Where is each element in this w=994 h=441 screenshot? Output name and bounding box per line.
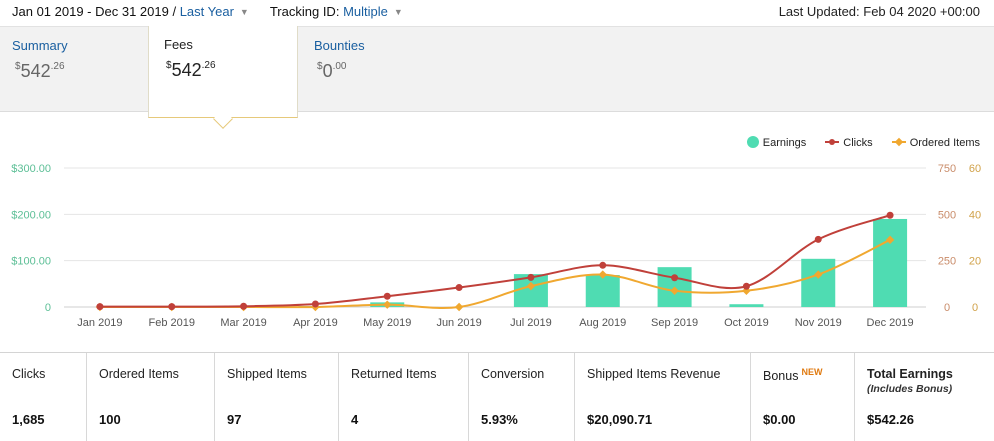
x-tick-label: Nov 2019 bbox=[795, 317, 842, 329]
period-dropdown[interactable]: Last Year bbox=[180, 4, 234, 19]
point-clicks bbox=[887, 212, 894, 219]
x-tick-label: Aug 2019 bbox=[579, 317, 626, 329]
stat-label: Returned Items bbox=[351, 367, 436, 381]
y-right-clicks-tick-label: 0 bbox=[944, 302, 950, 314]
stat-label: Ordered Items bbox=[99, 367, 179, 381]
tab-label: Summary bbox=[12, 38, 68, 53]
x-tick-label: Jun 2019 bbox=[436, 317, 481, 329]
x-tick-label: May 2019 bbox=[363, 317, 411, 329]
stat-label: Conversion bbox=[481, 367, 544, 381]
point-ordered-items bbox=[455, 303, 463, 311]
top-filter-bar: Jan 01 2019 - Dec 31 2019 / Last Year ▼ T… bbox=[0, 0, 994, 26]
bar-swatch-icon bbox=[747, 136, 759, 148]
point-clicks bbox=[384, 293, 391, 300]
y-left-tick-label: $300.00 bbox=[11, 163, 51, 175]
point-clicks bbox=[168, 303, 175, 310]
bar bbox=[801, 259, 835, 307]
x-tick-label: Sep 2019 bbox=[651, 317, 698, 329]
stat-label: Shipped Items Revenue bbox=[587, 367, 720, 381]
stat-label: Shipped Items bbox=[227, 367, 307, 381]
point-clicks bbox=[743, 283, 750, 290]
stat-total-earnings: Total Earnings (Includes Bonus) $542.26 bbox=[854, 353, 994, 441]
stat-shipped-items: Shipped Items 97 bbox=[214, 353, 338, 441]
x-tick-label: Dec 2019 bbox=[867, 317, 914, 329]
tab-fees[interactable]: Fees $542.26 bbox=[148, 26, 298, 118]
y-right-ordered-tick-label: 40 bbox=[969, 209, 981, 221]
point-clicks bbox=[312, 301, 319, 308]
stat-label: Clicks bbox=[12, 367, 45, 381]
stat-value: $20,090.71 bbox=[587, 412, 652, 427]
stat-value: 5.93% bbox=[481, 412, 518, 427]
tab-summary[interactable]: Summary $542.26 bbox=[12, 27, 132, 113]
date-range: Jan 01 2019 - Dec 31 2019 / bbox=[12, 4, 176, 19]
tracking-id-label: Tracking ID: bbox=[270, 4, 340, 19]
y-left-tick-label: $100.00 bbox=[11, 256, 51, 268]
stat-returned-items: Returned Items 4 bbox=[338, 353, 468, 441]
stat-sublabel: (Includes Bonus) bbox=[867, 383, 952, 395]
x-tick-label: Feb 2019 bbox=[149, 317, 195, 329]
line-swatch-icon bbox=[892, 136, 906, 148]
tab-value: $542.26 bbox=[166, 60, 216, 81]
stat-value: $542.26 bbox=[867, 412, 914, 427]
stat-value: 1,685 bbox=[12, 412, 45, 427]
x-tick-label: Apr 2019 bbox=[293, 317, 338, 329]
chart-plot: $300.00 750 60 $200.00 500 40 $100.00 250 20 0 0 0 J… bbox=[0, 126, 994, 340]
chevron-down-icon[interactable]: ▼ bbox=[394, 7, 403, 17]
point-clicks bbox=[599, 262, 606, 269]
tab-label: Bounties bbox=[314, 38, 365, 53]
stat-value: 100 bbox=[99, 412, 121, 427]
tracking-id-dropdown[interactable]: Multiple bbox=[343, 4, 388, 19]
x-tick-label: Oct 2019 bbox=[724, 317, 769, 329]
bar bbox=[729, 304, 763, 307]
point-clicks bbox=[527, 274, 534, 281]
new-badge: NEW bbox=[801, 367, 822, 377]
point-clicks bbox=[671, 274, 678, 281]
legend-earnings[interactable]: Earnings bbox=[747, 136, 806, 149]
stat-value: 97 bbox=[227, 412, 241, 427]
chart-legend: Earnings Clicks Ordered Items bbox=[731, 136, 980, 152]
stats-bar: Clicks 1,685 Ordered Items 100 Shipped I… bbox=[0, 352, 994, 440]
y-left-tick-label: $200.00 bbox=[11, 209, 51, 221]
y-left-tick-label: 0 bbox=[45, 302, 51, 314]
stat-value: 4 bbox=[351, 412, 358, 427]
bar bbox=[586, 275, 620, 307]
y-right-ordered-tick-label: 20 bbox=[969, 256, 981, 268]
y-right-clicks-tick-label: 500 bbox=[938, 209, 956, 221]
stat-shipped-revenue: Shipped Items Revenue $20,090.71 bbox=[574, 353, 750, 441]
x-tick-label: Jan 2019 bbox=[77, 317, 122, 329]
point-clicks bbox=[240, 303, 247, 310]
stat-label: Total Earnings bbox=[867, 367, 953, 381]
stat-conversion: Conversion 5.93% bbox=[468, 353, 574, 441]
line-swatch-icon bbox=[825, 136, 839, 148]
tab-value: $0.00 bbox=[317, 61, 346, 82]
y-right-clicks-tick-label: 750 bbox=[938, 163, 956, 175]
point-clicks bbox=[815, 236, 822, 243]
point-ordered-items bbox=[383, 300, 391, 308]
stat-clicks: Clicks 1,685 bbox=[0, 353, 86, 441]
earnings-chart: Earnings Clicks Ordered Items $300.00 750… bbox=[0, 126, 994, 340]
x-tick-label: Jul 2019 bbox=[510, 317, 552, 329]
point-clicks bbox=[96, 303, 103, 310]
tab-label: Fees bbox=[164, 37, 193, 52]
point-clicks bbox=[456, 284, 463, 291]
legend-clicks[interactable]: Clicks bbox=[825, 136, 872, 149]
last-updated: Last Updated: Feb 04 2020 +00:00 bbox=[779, 4, 980, 19]
stat-value: $0.00 bbox=[763, 412, 796, 427]
legend-ordered-items[interactable]: Ordered Items bbox=[892, 136, 980, 149]
tab-bounties[interactable]: Bounties $0.00 bbox=[314, 27, 434, 113]
bar bbox=[873, 219, 907, 307]
y-right-ordered-tick-label: 60 bbox=[969, 163, 981, 175]
y-right-ordered-tick-label: 0 bbox=[972, 302, 978, 314]
chevron-down-icon[interactable]: ▼ bbox=[240, 7, 249, 17]
stat-ordered-items: Ordered Items 100 bbox=[86, 353, 214, 441]
filter-group: Jan 01 2019 - Dec 31 2019 / Last Year ▼ T… bbox=[12, 4, 403, 19]
tab-value: $542.26 bbox=[15, 61, 65, 82]
y-right-clicks-tick-label: 250 bbox=[938, 256, 956, 268]
x-tick-label: Mar 2019 bbox=[220, 317, 266, 329]
